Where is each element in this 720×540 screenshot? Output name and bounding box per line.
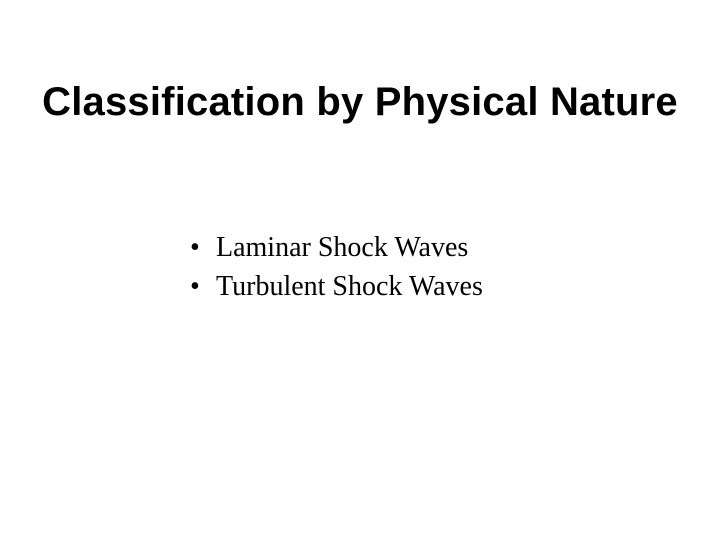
slide-content: Laminar Shock Waves Turbulent Shock Wave… — [190, 230, 650, 308]
bullet-item: Laminar Shock Waves — [190, 230, 650, 265]
bullet-list: Laminar Shock Waves Turbulent Shock Wave… — [190, 230, 650, 304]
bullet-item: Turbulent Shock Waves — [190, 269, 650, 304]
slide-title: Classification by Physical Nature — [0, 80, 720, 125]
slide: Classification by Physical Nature Lamina… — [0, 0, 720, 540]
